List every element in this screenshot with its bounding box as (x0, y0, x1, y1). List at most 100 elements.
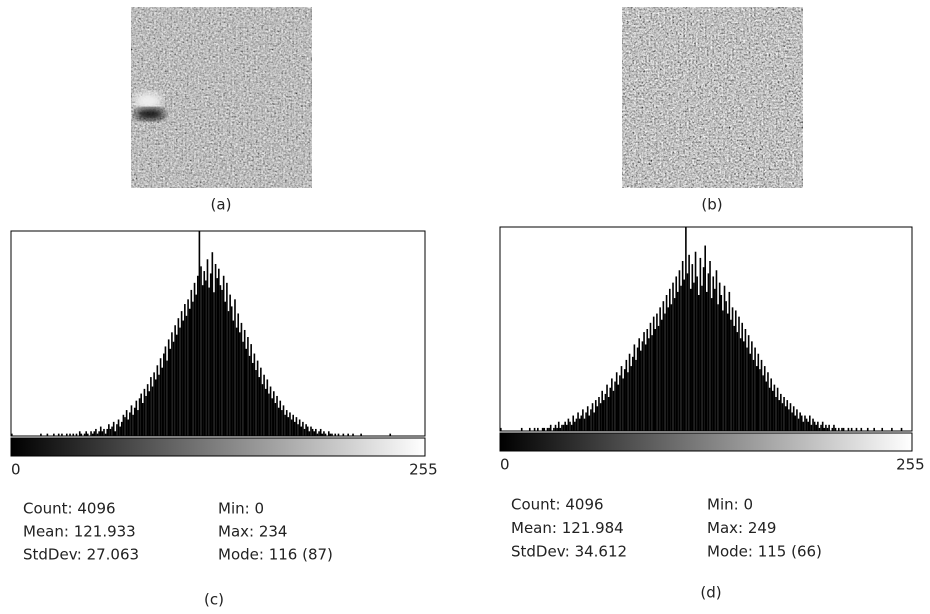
bar (174, 325, 176, 436)
x-tick-label: 255 (896, 456, 925, 474)
bar (701, 285, 703, 431)
bar (85, 431, 88, 436)
bar (234, 299, 236, 436)
bar (119, 426, 121, 436)
bar (788, 409, 790, 431)
bar (746, 347, 748, 431)
stat-text: Mean: 121.984 (511, 519, 624, 537)
bar (635, 359, 637, 431)
bar (500, 427, 502, 431)
bar (78, 431, 81, 436)
bar (599, 403, 602, 431)
bar (549, 424, 552, 431)
bar (825, 424, 827, 431)
image-caption: (b) (701, 196, 722, 214)
bar (256, 360, 259, 436)
bar (677, 291, 679, 431)
bar (171, 332, 173, 436)
bar (109, 428, 112, 436)
bar (820, 424, 822, 431)
bar (693, 282, 695, 431)
bar (601, 390, 603, 431)
bar (607, 397, 610, 431)
bar (656, 313, 658, 431)
bar (209, 273, 212, 436)
stat-text: Max: 234 (218, 523, 287, 541)
bar (593, 412, 595, 431)
bar (649, 322, 652, 431)
bar (184, 304, 186, 436)
bar (578, 418, 581, 431)
bar (681, 261, 684, 431)
bar (541, 427, 544, 431)
bar (294, 421, 296, 436)
bar (652, 316, 655, 431)
bar (276, 395, 278, 436)
bar (780, 393, 782, 431)
bar (138, 398, 141, 436)
bar (116, 424, 118, 436)
bar (561, 424, 563, 431)
bar (200, 266, 202, 436)
bar (850, 427, 853, 431)
bar (786, 400, 789, 431)
bar (145, 395, 147, 436)
bar (166, 360, 168, 436)
stat-text: Count: 4096 (511, 496, 604, 514)
bar (817, 421, 819, 431)
bar (151, 386, 154, 436)
bar (837, 427, 840, 431)
bar (46, 433, 49, 436)
bar (768, 387, 771, 431)
bar (697, 295, 700, 431)
bar (664, 313, 666, 431)
bar (543, 427, 546, 431)
bar (809, 415, 811, 431)
bar (675, 276, 678, 431)
bar (133, 407, 136, 436)
bar (195, 294, 197, 436)
bar (554, 424, 557, 431)
bar (638, 338, 641, 431)
bar (153, 372, 155, 436)
bar (129, 412, 131, 436)
bar (132, 414, 134, 436)
bar (179, 327, 181, 436)
bar (812, 418, 814, 431)
bar (570, 424, 573, 431)
bar (177, 318, 180, 436)
bar (773, 384, 776, 431)
bar (240, 322, 243, 436)
bar (360, 433, 362, 436)
bar (218, 268, 220, 436)
bar (815, 424, 818, 431)
stat-text: Mode: 116 (87) (218, 546, 333, 564)
stat-text: Min: 0 (707, 496, 753, 514)
bar (763, 366, 766, 431)
bar (577, 412, 579, 431)
bar (900, 427, 903, 431)
bar (108, 424, 110, 436)
bar (65, 433, 68, 436)
bar (319, 428, 322, 436)
bar (557, 421, 560, 431)
bar (712, 276, 715, 431)
bar (219, 285, 222, 436)
bar (229, 294, 231, 436)
bar (327, 431, 330, 436)
bar (591, 403, 594, 431)
bar (83, 433, 86, 436)
bar (193, 282, 196, 436)
bar (321, 433, 324, 436)
bar (648, 338, 650, 431)
bar (533, 427, 536, 431)
bar (537, 427, 539, 431)
bar (117, 419, 120, 436)
bar (235, 327, 238, 436)
bar (821, 421, 824, 431)
bar (776, 387, 779, 431)
bar (143, 388, 146, 436)
bar (709, 261, 711, 431)
bar (287, 417, 290, 436)
